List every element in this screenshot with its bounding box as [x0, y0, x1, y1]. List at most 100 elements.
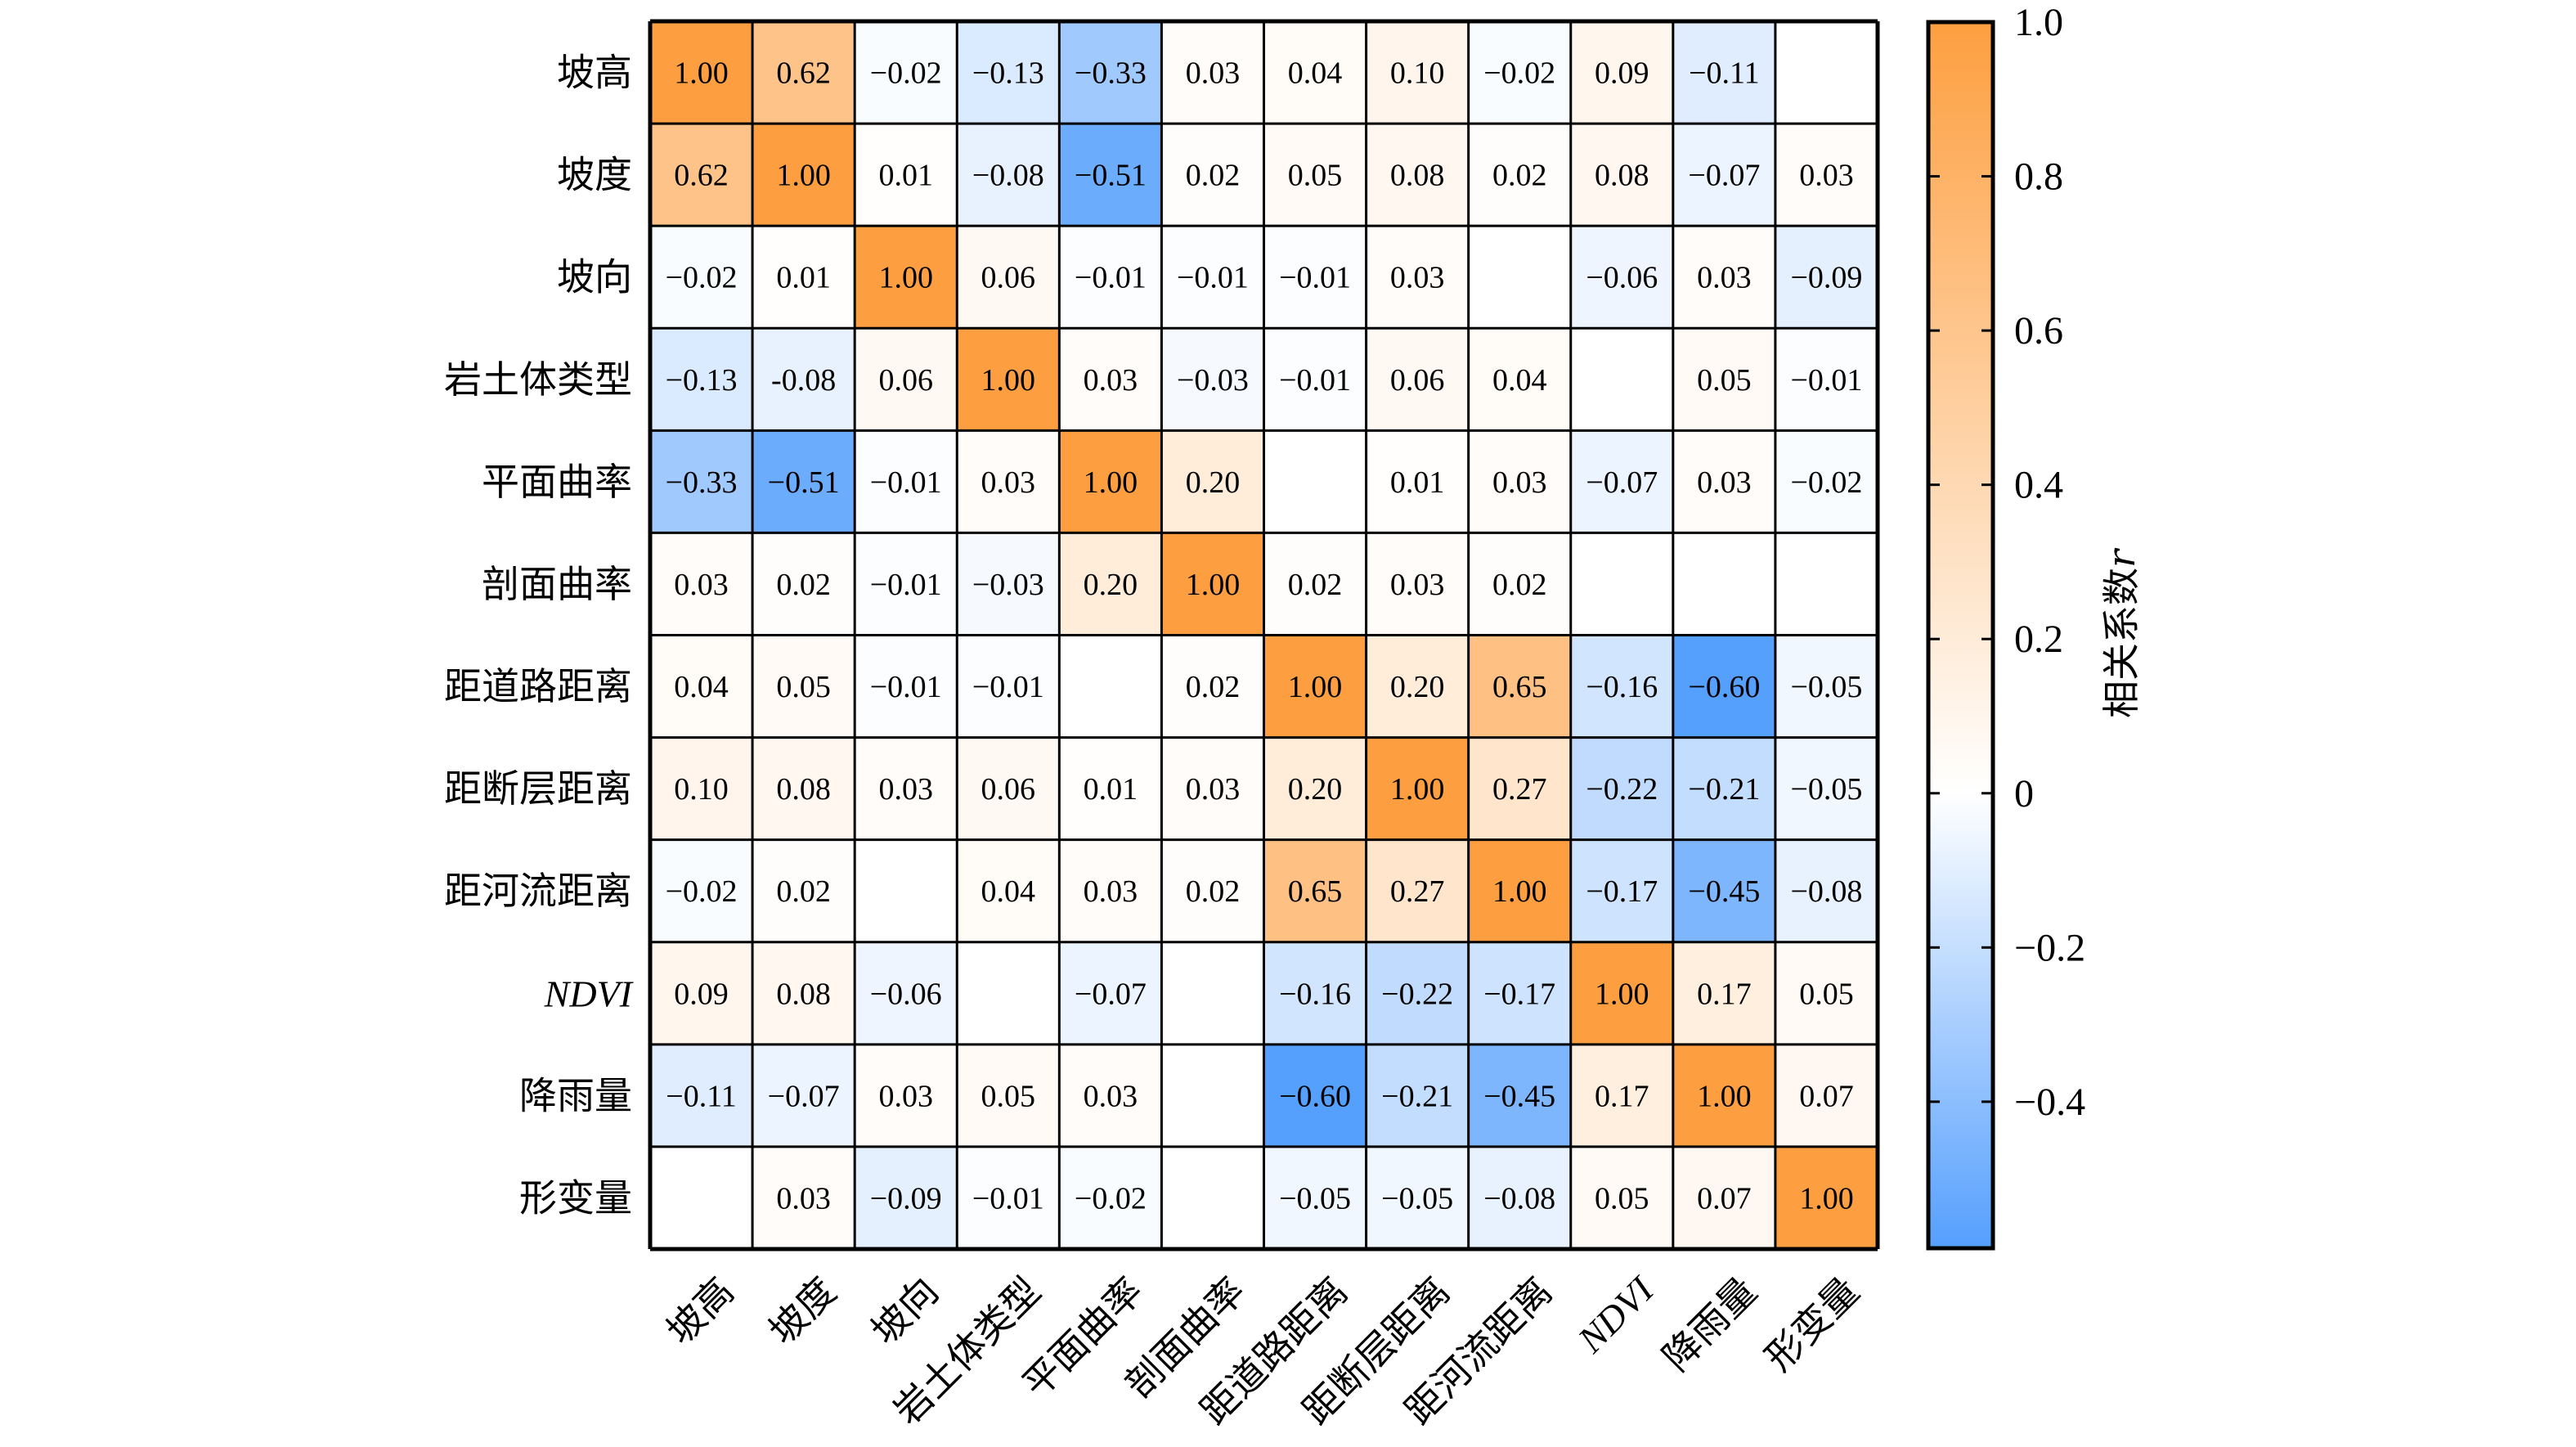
cell-value-label: 0.10	[674, 772, 729, 807]
row-label: 岩土体类型	[444, 357, 632, 402]
cell-value-label: 0.03	[1186, 56, 1241, 91]
cell-value-label: 1.00	[1084, 465, 1138, 500]
heatmap-cell-8-7	[1366, 839, 1469, 942]
heatmap-cell-7-2	[855, 737, 958, 840]
heatmap-cell-1-4	[1059, 124, 1162, 227]
cell-value-label: −0.02	[1075, 1181, 1147, 1216]
heatmap-cell-10-5	[1161, 1044, 1264, 1147]
heatmap-cell-8-5	[1161, 839, 1264, 942]
heatmap-cell-2-0	[650, 226, 753, 329]
cell-value-label: 0.03	[1084, 363, 1138, 398]
heatmap-cell-3-9	[1570, 328, 1673, 431]
cell-value-label: 0.04	[1492, 363, 1547, 398]
colorbar-tick-label: 0.2	[2014, 618, 2063, 661]
heatmap-cell-0-2	[855, 21, 958, 124]
cell-value-label: −0.09	[870, 1181, 942, 1216]
heatmap-cell-9-9	[1570, 941, 1673, 1045]
heatmap-cell-3-8	[1468, 328, 1571, 431]
column-label: 降雨量	[1654, 1269, 1766, 1380]
cell-value-label: −0.33	[666, 465, 738, 500]
cell-value-label: −0.07	[768, 1079, 840, 1113]
cell-value-label: 0.05	[1595, 1181, 1649, 1216]
cell-value-label: −0.07	[1075, 977, 1147, 1011]
cell-value-label: 1.00	[1390, 772, 1445, 807]
heatmap-cell-0-10	[1672, 21, 1775, 124]
heatmap-cell-7-3	[957, 737, 1060, 840]
cell-value-label: 0.17	[1595, 1079, 1649, 1113]
cell-value-label: 0.03	[776, 1181, 831, 1216]
heatmap-cell-1-1	[752, 124, 855, 227]
cell-value-label: 1.00	[1288, 670, 1343, 704]
cell-value-label: −0.16	[1586, 670, 1658, 704]
cell-value-label: −0.45	[1688, 874, 1760, 909]
row-label: 坡向	[557, 255, 632, 299]
cell-value-label: −0.02	[1790, 465, 1862, 500]
cell-value-label: 0.09	[674, 977, 729, 1011]
heatmap-cell-6-2	[855, 635, 958, 738]
cell-value-label: 1.00	[1186, 568, 1241, 602]
cell-value-label: 0.09	[1595, 56, 1649, 91]
heatmap-cell-6-11	[1775, 635, 1878, 738]
cell-value-label: 0.10	[1390, 56, 1445, 91]
colorbar-title: 相关系数r	[2099, 547, 2143, 718]
cell-value-label: −0.06	[870, 977, 942, 1011]
heatmap-cell-7-0	[650, 737, 753, 840]
cell-value-label: −0.11	[1689, 56, 1760, 91]
column-label: 形变量	[1757, 1269, 1868, 1380]
heatmap-cell-2-11	[1775, 226, 1878, 329]
column-label: 坡度	[760, 1269, 844, 1353]
cell-value-label: 0.20	[1084, 568, 1138, 602]
cell-value-label: 0.03	[1799, 159, 1854, 193]
heatmap-cell-9-5	[1161, 941, 1264, 1045]
cell-value-label: 1.00	[878, 261, 933, 295]
heatmap-cell-1-8	[1468, 124, 1571, 227]
heatmap-cell-0-8	[1468, 21, 1571, 124]
colorbar-tick-label: 0.8	[2014, 155, 2063, 199]
cell-value-label: 0.03	[1697, 261, 1752, 295]
cell-value-label: 0.03	[878, 1079, 933, 1113]
heatmap-cell-5-2	[855, 533, 958, 636]
heatmap-cell-11-11	[1775, 1146, 1878, 1249]
heatmap-cell-6-9	[1570, 635, 1673, 738]
heatmap-cell-8-2	[855, 839, 958, 942]
heatmap-cell-0-6	[1263, 21, 1367, 124]
heatmap-cell-6-5	[1161, 635, 1264, 738]
heatmap-cell-7-11	[1775, 737, 1878, 840]
cell-value-label: 0.03	[1186, 772, 1241, 807]
heatmap-cell-3-3	[957, 328, 1060, 431]
heatmap-cell-4-5	[1161, 430, 1264, 533]
heatmap-cell-8-9	[1570, 839, 1673, 942]
cell-value-label: 0.01	[776, 261, 831, 295]
heatmap-cell-9-4	[1059, 941, 1162, 1045]
cell-value-label: −0.07	[1586, 465, 1658, 500]
heatmap-cell-6-3	[957, 635, 1060, 738]
heatmap-cell-7-4	[1059, 737, 1162, 840]
cell-value-label: 0.02	[1186, 874, 1241, 909]
heatmap-cell-5-4	[1059, 533, 1162, 636]
cell-value-label: 1.00	[1595, 977, 1649, 1011]
heatmap-cell-8-0	[650, 839, 753, 942]
cell-value-label: −0.17	[1483, 977, 1555, 1011]
heatmap-cell-2-4	[1059, 226, 1162, 329]
heatmap-cell-11-2	[855, 1146, 958, 1249]
colorbar-tick-label: 0.6	[2014, 309, 2063, 353]
cell-value-label: 0.06	[981, 261, 1036, 295]
heatmap-cell-9-10	[1672, 941, 1775, 1045]
cell-value-label: −0.02	[870, 56, 942, 91]
row-label: 距断层距离	[444, 766, 632, 811]
cell-value-label: 0.02	[776, 874, 831, 909]
heatmap-cell-3-5	[1161, 328, 1264, 431]
cell-value-label: −0.51	[768, 465, 840, 500]
heatmap-cell-8-4	[1059, 839, 1162, 942]
cell-value-label: −0.17	[1586, 874, 1658, 909]
cell-value-label: 0.05	[776, 670, 831, 704]
heatmap-cell-10-2	[855, 1044, 958, 1147]
cell-value-label: −0.05	[1790, 772, 1862, 807]
heatmap-cell-6-6	[1263, 635, 1367, 738]
cell-value-label: −0.05	[1790, 670, 1862, 704]
cell-value-label: 1.00	[1697, 1079, 1752, 1113]
cell-value-label: −0.05	[1279, 1181, 1351, 1216]
heatmap-cell-4-7	[1366, 430, 1469, 533]
